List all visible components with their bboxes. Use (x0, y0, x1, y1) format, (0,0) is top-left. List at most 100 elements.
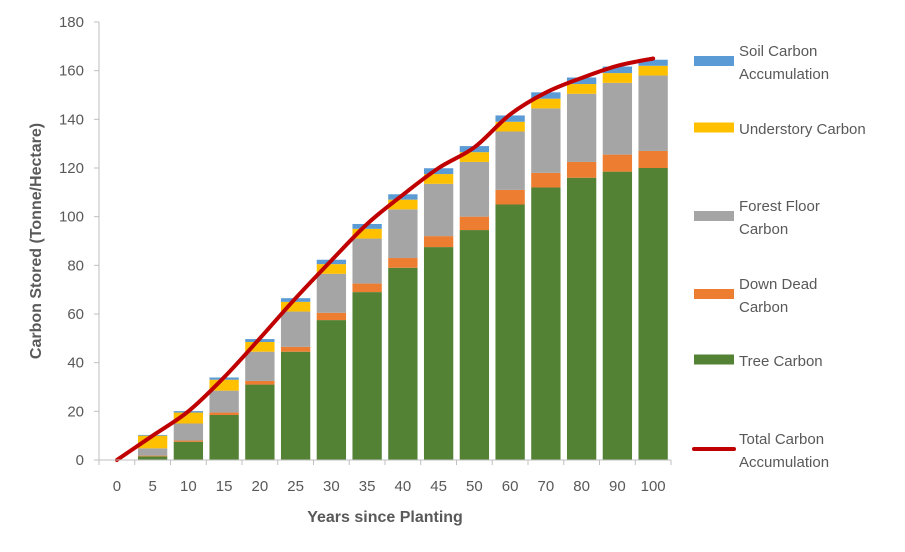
x-tick-label: 70 (538, 478, 555, 495)
y-tick-label: 0 (76, 452, 84, 469)
x-tick-label: 0 (113, 478, 121, 495)
bar-segment-down-dead-carbon (352, 283, 382, 293)
y-tick-label: 180 (59, 14, 84, 31)
legend-swatch (694, 122, 734, 133)
bar-segment-down-dead-carbon (459, 216, 490, 231)
y-tick-label: 120 (59, 160, 84, 177)
y-tick-label: 100 (59, 209, 84, 226)
bar-segment-soil-carbon-accumulation (423, 168, 454, 175)
legend-label: Carbon (739, 299, 788, 316)
bar-segment-tree-carbon (280, 351, 311, 460)
x-tick-label: 15 (216, 478, 233, 495)
bar-segment-soil-carbon-accumulation (602, 66, 633, 74)
x-tick-label: 20 (252, 478, 269, 495)
bar-segment-forest-floor-carbon (173, 423, 204, 441)
bar-segment-forest-floor-carbon (423, 183, 454, 237)
legend-label: Forest Floor (739, 198, 820, 215)
bar-segment-understory-carbon (245, 341, 275, 352)
bar-segment-forest-floor-carbon (280, 311, 311, 347)
bar-segment-soil-carbon-accumulation (531, 92, 561, 99)
legend-label: Carbon (739, 221, 788, 238)
legend-item-total: Total Carbon Accumulation (692, 431, 829, 471)
bar-segment-forest-floor-carbon (638, 75, 668, 151)
bar-segment-down-dead-carbon (245, 380, 275, 385)
total-carbon-line (114, 56, 656, 462)
bar-segment-forest-floor-carbon (245, 351, 275, 381)
x-axis-title: Years since Planting (307, 509, 463, 526)
bar-segment-forest-floor-carbon (316, 273, 347, 313)
legend-label: Tree Carbon (739, 353, 823, 370)
x-tick-label: 25 (287, 478, 304, 495)
bar-segment-tree-carbon (531, 187, 561, 460)
legend-label: Down Dead (739, 276, 817, 293)
bar-segment-tree-carbon (352, 292, 382, 460)
x-tick-label: 40 (395, 478, 412, 495)
legend-item-understory: Understory Carbon (694, 121, 866, 138)
bar-segment-down-dead-carbon (531, 172, 561, 188)
bar-segment-forest-floor-carbon (352, 238, 382, 284)
bar-segment-forest-floor-carbon (566, 93, 597, 162)
bar-segment-down-dead-carbon (566, 161, 597, 178)
y-tick-label: 40 (67, 355, 84, 372)
legend-item-tree: Tree Carbon (694, 353, 823, 370)
bar-segment-understory-carbon (638, 65, 668, 76)
x-tick-label: 100 (641, 478, 666, 495)
y-tick-label: 20 (67, 403, 84, 420)
bar-segment-down-dead-carbon (495, 189, 525, 205)
legend-item-floor: Forest Floor Carbon (694, 198, 820, 238)
bar-segment-understory-carbon (459, 152, 490, 162)
legend-label: Understory Carbon (739, 121, 866, 138)
bar-segment-forest-floor-carbon (495, 131, 525, 190)
y-axis-ticks: 0 20 40 60 80 100 120 140 160 180 (59, 14, 99, 469)
x-tick-label: 30 (323, 478, 340, 495)
bar-segment-understory-carbon (531, 98, 561, 109)
legend: Soil Carbon Accumulation Understory Carbon… (692, 43, 866, 471)
bar-segment-tree-carbon (209, 414, 239, 460)
bar-segment-down-dead-carbon (423, 236, 454, 248)
bar-segment-tree-carbon (316, 320, 347, 460)
bar-segment-understory-carbon (388, 199, 418, 210)
bar-segment-forest-floor-carbon (459, 161, 490, 217)
x-tick-label: 80 (573, 478, 590, 495)
bar-segment-down-dead-carbon (316, 312, 347, 321)
y-tick-label: 80 (67, 257, 84, 274)
bar-segment-tree-carbon (423, 247, 454, 460)
y-tick-label: 160 (59, 63, 84, 80)
bar-segment-down-dead-carbon (280, 346, 311, 352)
y-tick-label: 60 (67, 306, 84, 323)
bar-segment-understory-carbon (316, 264, 347, 274)
legend-swatch (694, 211, 734, 221)
bar-segment-understory-carbon (602, 73, 633, 83)
y-tick-label: 140 (59, 111, 84, 128)
legend-swatch (694, 56, 734, 66)
bar-segment-forest-floor-carbon (531, 108, 561, 173)
bar-segment-understory-carbon (352, 228, 382, 239)
bar-segment-tree-carbon (245, 384, 275, 460)
x-tick-label: 10 (180, 478, 197, 495)
x-tick-label: 60 (502, 478, 519, 495)
bar-segment-tree-carbon (638, 168, 668, 460)
bar-segment-soil-carbon-accumulation (566, 77, 597, 85)
bar-segment-tree-carbon (173, 441, 204, 460)
legend-swatch (694, 354, 734, 365)
bar-segment-forest-floor-carbon (388, 209, 418, 259)
bar-segment-tree-carbon (137, 456, 168, 460)
bar-segment-understory-carbon (566, 84, 597, 94)
x-tick-label: 45 (430, 478, 447, 495)
legend-item-downdead: Down Dead Carbon (694, 276, 817, 316)
bar-segment-understory-carbon (423, 174, 454, 184)
bar-segment-down-dead-carbon (173, 440, 204, 442)
bar-segment-forest-floor-carbon (602, 82, 633, 155)
bar-segment-down-dead-carbon (209, 412, 239, 415)
bar-segment-tree-carbon (495, 204, 525, 460)
bar-segment-down-dead-carbon (602, 154, 633, 172)
bar-segment-down-dead-carbon (638, 150, 668, 168)
legend-label: Accumulation (739, 66, 829, 83)
x-tick-label: 50 (466, 478, 483, 495)
legend-label: Accumulation (739, 454, 829, 471)
x-tick-label: 5 (148, 478, 156, 495)
legend-item-soil: Soil Carbon Accumulation (694, 43, 829, 83)
bar-segment-tree-carbon (566, 177, 597, 460)
